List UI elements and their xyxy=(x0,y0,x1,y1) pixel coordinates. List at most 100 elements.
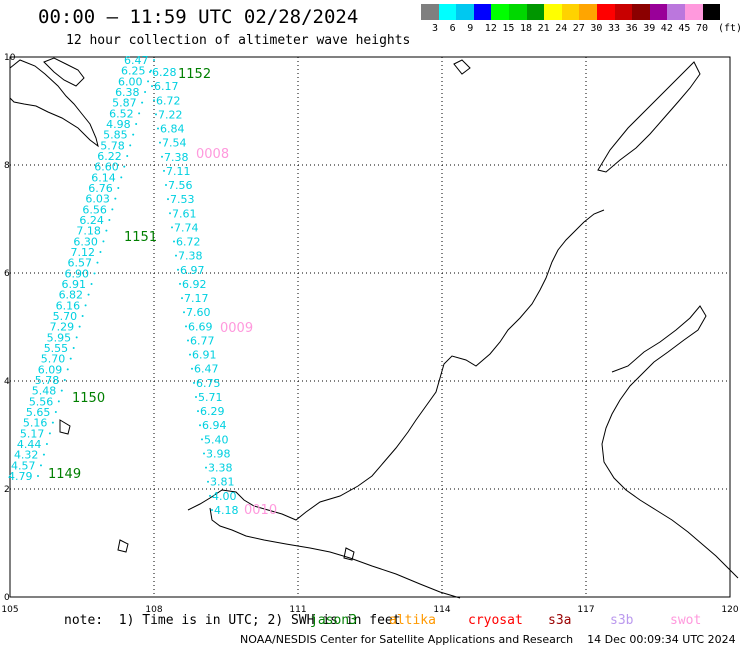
wave-height-label: 5.65 xyxy=(26,406,51,419)
track-point xyxy=(187,339,189,342)
coastline-island-small-4 xyxy=(453,59,471,75)
track-point xyxy=(78,325,81,328)
wave-height-label: 7.17 xyxy=(184,292,209,305)
track-point xyxy=(54,411,57,413)
track-point xyxy=(57,400,60,403)
x-tick-label: 114 xyxy=(433,605,450,615)
legend-label: 70 xyxy=(696,23,709,34)
wave-height-label: 4.79 xyxy=(8,470,33,483)
map-subtitle: 12 hour collection of altimeter wave hei… xyxy=(66,33,411,48)
track-point xyxy=(81,315,84,317)
pass-time-label: 0009 xyxy=(220,321,253,336)
wave-height-label: 5.78 xyxy=(100,139,125,152)
wave-height-label: 7.38 xyxy=(164,151,189,164)
wave-height-label: 4.32 xyxy=(14,449,39,462)
track-point xyxy=(123,165,126,168)
track-point xyxy=(201,438,203,441)
legend-swatch xyxy=(667,4,685,20)
legend-label: 33 xyxy=(608,23,621,34)
track-point xyxy=(147,80,150,83)
coastline-borneo-south xyxy=(209,507,461,599)
track-point xyxy=(117,187,120,189)
track-point xyxy=(153,99,155,102)
wave-height-label: 6.82 xyxy=(59,289,84,302)
track-point xyxy=(60,389,63,392)
track-point xyxy=(167,198,169,201)
legend-label: 3 xyxy=(432,23,439,34)
wave-height-label: 5.40 xyxy=(204,433,229,446)
wave-height-label: 4.44 xyxy=(17,438,42,451)
wave-height-label: 5.95 xyxy=(47,331,72,344)
wave-height-label: 5.55 xyxy=(44,342,69,355)
mission-label: swot xyxy=(670,613,702,628)
wave-height-label: 6.52 xyxy=(109,107,134,120)
wave-height-label: 7.29 xyxy=(50,321,74,334)
track-point xyxy=(39,464,42,467)
wave-height-label: 6.00 xyxy=(118,75,143,88)
wave-height-color-legend xyxy=(421,4,721,20)
wave-height-label: 7.11 xyxy=(166,165,191,178)
track-point xyxy=(209,494,211,497)
track-point xyxy=(135,123,138,125)
wave-height-label: 6.28 xyxy=(152,66,177,79)
track-point xyxy=(126,155,129,157)
wave-height-label: 6.29 xyxy=(200,405,225,418)
wave-height-label: 6.09 xyxy=(38,363,63,376)
mission-label: cryosat xyxy=(468,613,523,628)
legend-label: 27 xyxy=(572,23,585,34)
wave-height-label: 5.56 xyxy=(29,395,53,408)
legend-swatch xyxy=(456,4,474,20)
track-point xyxy=(175,254,177,257)
wave-height-label: 6.47 xyxy=(194,363,219,376)
wave-height-label: 5.70 xyxy=(41,353,66,366)
legend-label: 15 xyxy=(502,23,515,34)
track-point xyxy=(63,379,66,381)
wave-height-label: 3.81 xyxy=(210,476,235,489)
legend-swatch xyxy=(649,4,668,20)
legend-label: 45 xyxy=(678,23,691,34)
legend-label: 24 xyxy=(555,23,568,34)
coastlines xyxy=(9,57,739,599)
wave-height-label: 5.78 xyxy=(35,374,60,387)
legend-label: 9 xyxy=(467,23,474,34)
legend-label: 36 xyxy=(625,23,638,34)
track-point xyxy=(173,240,175,243)
wave-height-label: 7.74 xyxy=(174,221,199,234)
wave-height-label: 6.91 xyxy=(192,349,217,362)
track-point xyxy=(84,304,87,307)
track-point xyxy=(193,381,195,384)
pass-time-label: 0010 xyxy=(244,503,277,518)
wave-height-label: 7.61 xyxy=(172,207,197,220)
track-point xyxy=(165,184,167,187)
legend-swatch xyxy=(473,4,492,20)
legend-swatch xyxy=(421,4,439,20)
track-point xyxy=(203,452,205,455)
legend-swatch xyxy=(544,4,562,20)
wave-height-label: 4.18 xyxy=(214,504,239,517)
track-point xyxy=(105,229,108,232)
track-point xyxy=(108,219,111,221)
track-point xyxy=(42,453,45,456)
coastline-west xyxy=(9,59,99,148)
y-tick-label: 0 xyxy=(4,593,10,603)
legend-swatch xyxy=(561,4,580,20)
wave-height-label: 7.38 xyxy=(178,250,203,263)
track-point xyxy=(151,85,153,88)
track-point xyxy=(48,432,51,435)
legend-label: 12 xyxy=(484,23,497,34)
wave-height-label: 7.18 xyxy=(76,225,101,238)
wave-height-label: 6.97 xyxy=(180,264,205,277)
legend-swatch xyxy=(702,4,721,20)
legend-swatch xyxy=(491,4,509,20)
track-point xyxy=(114,197,117,200)
track-point xyxy=(163,169,165,172)
pass-time-label: 0008 xyxy=(196,147,229,162)
track-point xyxy=(181,297,183,300)
track-point xyxy=(153,59,155,61)
x-tick-label: 117 xyxy=(577,605,594,615)
y-tick-label: 2 xyxy=(4,485,10,495)
wave-height-label: 6.24 xyxy=(79,214,104,227)
wave-height-label: 7.22 xyxy=(158,108,183,121)
y-tick-label: 6 xyxy=(4,269,10,279)
